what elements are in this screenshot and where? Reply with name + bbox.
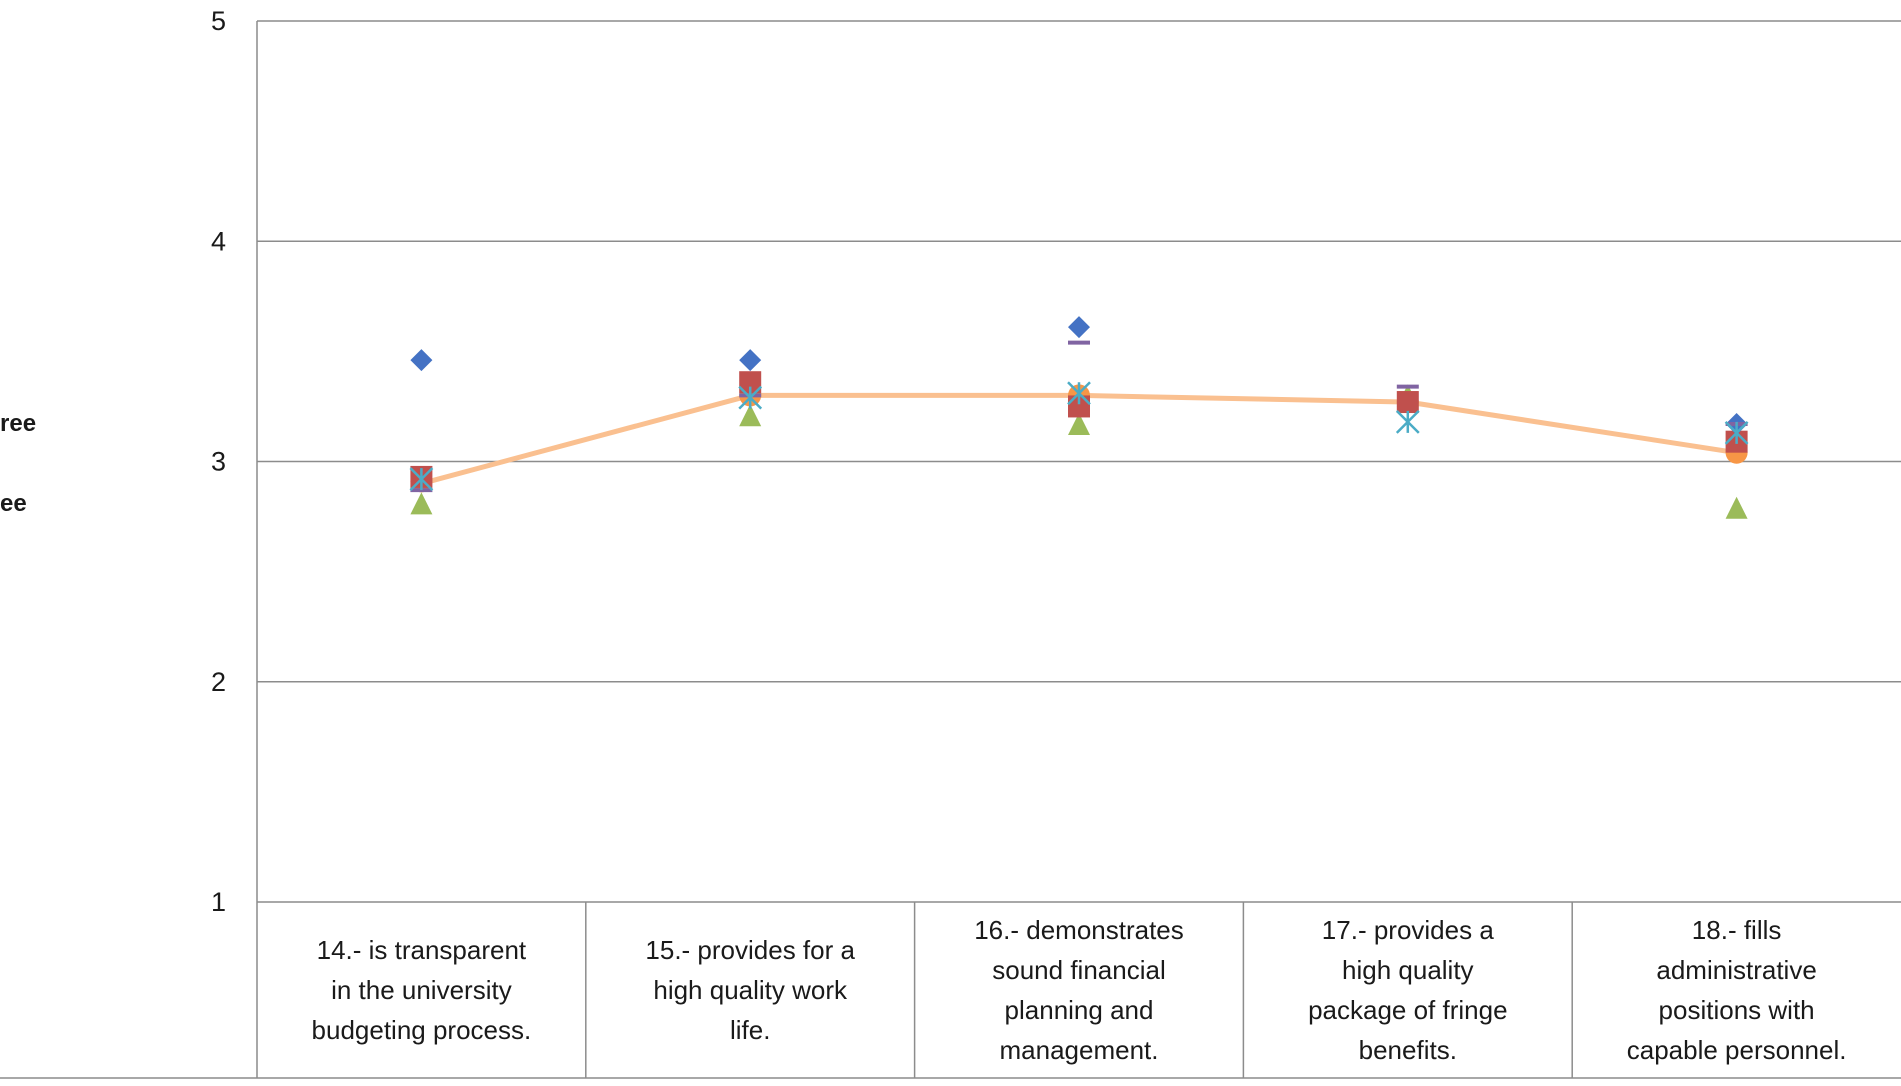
category-label: 17.- provides a (1322, 915, 1495, 945)
y-tick-label: 1 (211, 887, 226, 917)
point-diamond (1068, 316, 1090, 338)
category-label: management. (1000, 1035, 1159, 1065)
point-square (1397, 391, 1419, 413)
category-label: high quality work (653, 975, 848, 1005)
category-label: high quality (1342, 955, 1474, 985)
legend-label: ree (0, 410, 36, 437)
y-tick-label: 3 (211, 447, 226, 477)
category-label: administrative (1656, 955, 1816, 985)
category-label: in the university (331, 975, 512, 1005)
category-label: 15.- provides for a (645, 935, 855, 965)
category-label: planning and (1005, 995, 1154, 1025)
category-label: budgeting process. (312, 1015, 532, 1045)
point-diamond (410, 349, 432, 371)
point-diamond (739, 349, 761, 371)
point-triangle (410, 492, 432, 514)
category-label: benefits. (1359, 1035, 1457, 1065)
category-label: life. (730, 1015, 770, 1045)
category-label: 14.- is transparent (317, 935, 527, 965)
category-label: sound financial (992, 955, 1165, 985)
category-label: positions with (1659, 995, 1815, 1025)
category-label: package of fringe (1308, 995, 1507, 1025)
category-label: 18.- fills (1692, 915, 1782, 945)
y-tick-label: 4 (211, 226, 226, 256)
y-tick-label: 5 (211, 6, 226, 36)
point-triangle (1726, 497, 1748, 519)
point-asterisk (1397, 411, 1419, 433)
legend-label: ee (0, 490, 27, 517)
category-label: capable personnel. (1627, 1035, 1847, 1065)
y-tick-label: 2 (211, 667, 226, 697)
category-label: 16.- demonstrates (974, 915, 1184, 945)
